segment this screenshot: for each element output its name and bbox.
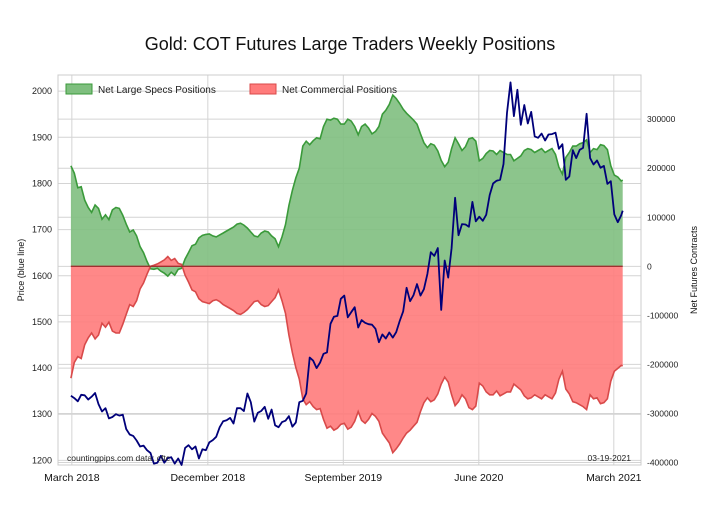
left-tick-label: 1500 (32, 317, 52, 327)
x-tick-label: June 2020 (454, 472, 503, 484)
right-tick-label: -300000 (647, 408, 678, 418)
area-fill-net-large-specs-positions (70, 95, 623, 277)
x-tick-label: September 2019 (304, 472, 382, 484)
legend-swatch-specs (65, 83, 93, 95)
left-tick-label: 1700 (32, 225, 52, 235)
right-tick-label: 300000 (647, 114, 676, 124)
x-tick-label: March 2021 (586, 472, 642, 484)
date-annotation: 03-19-2021 (588, 453, 632, 463)
legend-label-specs: Net Large Specs Positions (98, 85, 216, 96)
left-tick-label: 1300 (32, 409, 52, 419)
right-tick-label: 200000 (647, 163, 676, 173)
left-tick-label: 2000 (32, 86, 52, 96)
axis-ticks: 1200 1300 1400 1500 1600 1700 1800 1900 2000 -400… (32, 86, 678, 484)
right-tick-label: -100000 (647, 310, 678, 320)
area-edge-net-commercial-positions (70, 255, 623, 455)
left-tick-label: 1800 (32, 178, 52, 188)
right-tick-label: -400000 (647, 458, 678, 468)
left-tick-label: 1400 (32, 363, 52, 373)
x-tick-label: March 2018 (44, 472, 100, 484)
area-fill-net-commercial-positions (70, 256, 623, 453)
right-tick-label: 0 (647, 261, 652, 271)
line-price (70, 81, 624, 466)
x-tick-label: December 2018 (170, 472, 245, 484)
left-tick-label: 1200 (32, 455, 52, 465)
legend: Net Large Specs Positions Net Commercial… (65, 83, 397, 96)
area-edge-net-large-specs-positions (70, 93, 624, 278)
plot-frame (57, 74, 642, 466)
left-axis-label: Price (blue line) (16, 239, 26, 302)
left-tick-label: 1600 (32, 271, 52, 281)
series-areas (70, 93, 624, 455)
legend-swatch-commercial (249, 83, 277, 95)
legend-label-commercial: Net Commercial Positions (282, 85, 397, 96)
chart-title: Gold: COT Futures Large Traders Weekly P… (145, 34, 556, 54)
price-line (70, 81, 624, 466)
right-tick-label: -200000 (647, 359, 678, 369)
left-tick-label: 1900 (32, 132, 52, 142)
right-axis-label: Net Futures Contracts (689, 225, 699, 314)
right-tick-label: 100000 (647, 212, 676, 222)
source-annotation: countingpips.com data: cftc (67, 453, 171, 463)
